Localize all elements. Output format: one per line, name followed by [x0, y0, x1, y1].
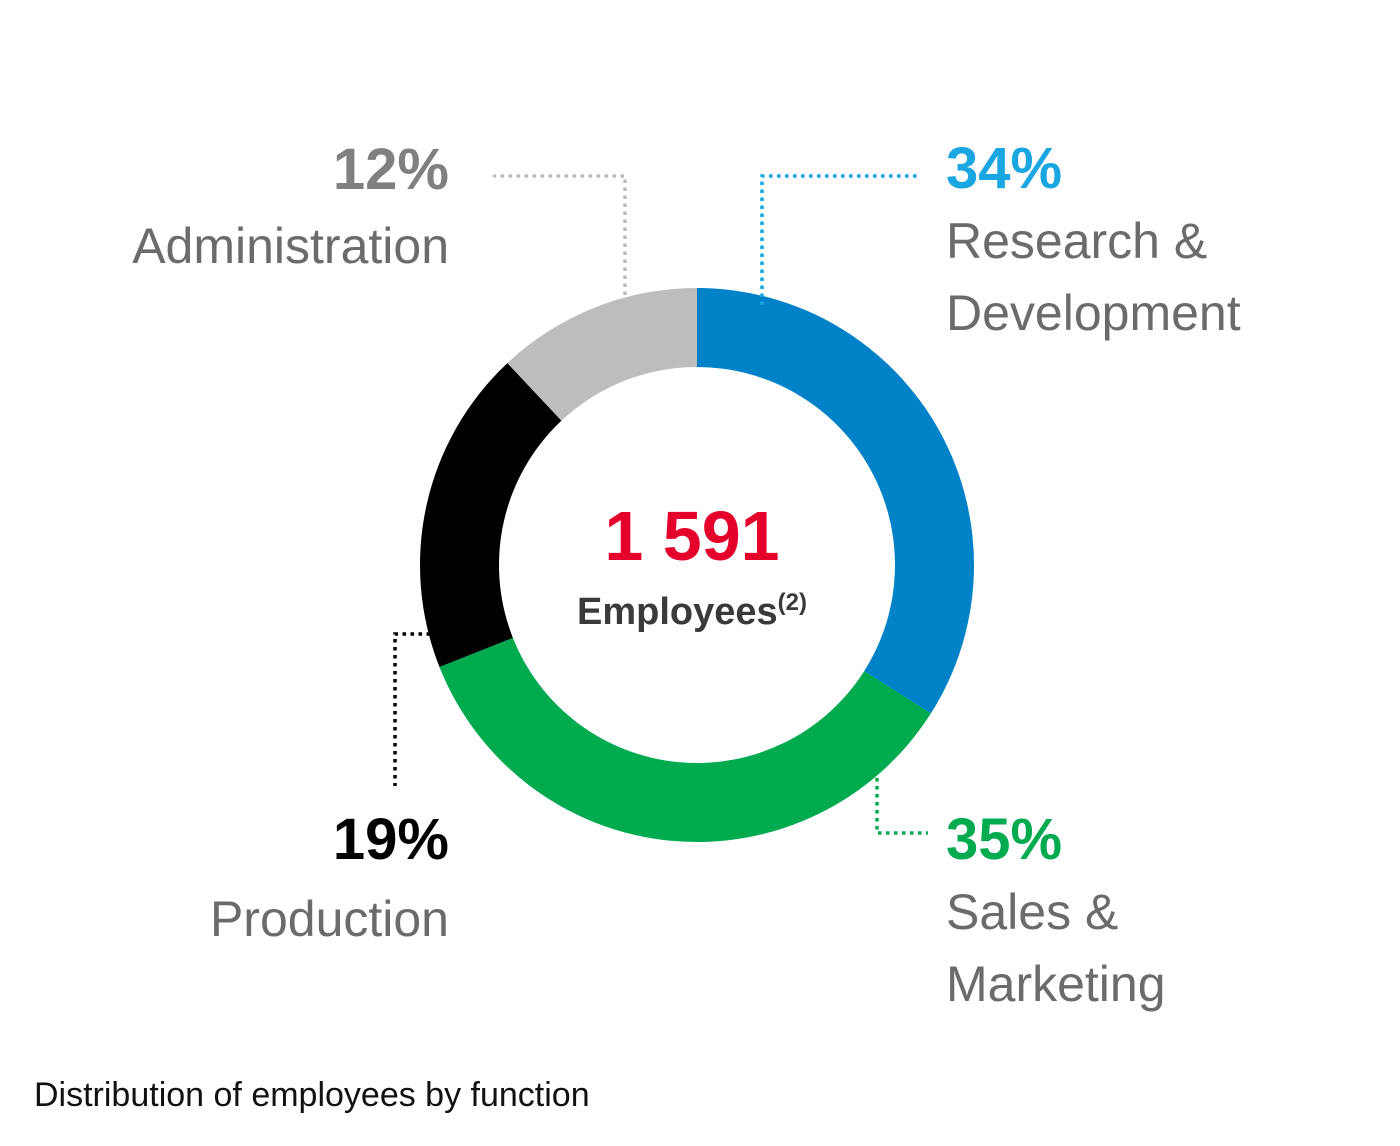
total-employees-value: 1 591: [604, 497, 779, 575]
leader-lines: [393, 174, 928, 835]
chart-caption: Distribution of employees by function: [34, 1076, 590, 1114]
slice-label-research-development-line-2: Development: [946, 285, 1241, 341]
leader-line-administration: [493, 174, 627, 295]
slice-production: [419, 363, 562, 667]
donut-center: 1 591 Employees(2): [577, 497, 807, 633]
slice-value-research-development: 34%: [946, 136, 1062, 201]
employees-footnote: (2): [778, 589, 807, 616]
slice-label-administration-line-1: Administration: [132, 218, 449, 274]
employees-label-text: Employees: [577, 591, 778, 633]
slice-label-production-line-1: Production: [210, 891, 449, 947]
slice-research-development: [697, 288, 974, 714]
leader-line-sales-marketing: [875, 778, 928, 835]
slice-label-sales-marketing-line-1: Sales &: [946, 884, 1118, 940]
leader-line-research-development: [760, 174, 920, 305]
slice-label-sales-marketing-line-2: Marketing: [946, 956, 1166, 1012]
slice-administration: [507, 288, 697, 421]
donut-slices: [419, 288, 974, 842]
slice-labels: 34% Research & Development 35% Sales & Market…: [132, 136, 1241, 1012]
total-employees-label: Employees(2): [577, 589, 807, 633]
leader-line-production: [393, 632, 430, 786]
slice-value-sales-marketing: 35%: [946, 807, 1062, 872]
slice-value-administration: 12%: [333, 137, 449, 202]
slice-sales-marketing: [439, 637, 931, 842]
slice-value-production: 19%: [333, 807, 449, 872]
slice-label-research-development-line-1: Research &: [946, 213, 1207, 269]
